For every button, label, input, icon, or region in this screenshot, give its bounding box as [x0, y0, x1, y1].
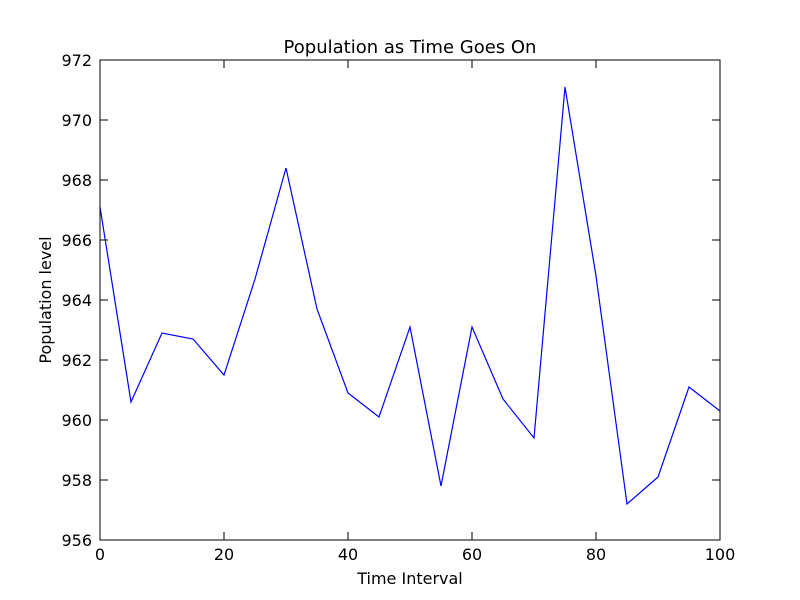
series-line-0	[99, 86, 721, 506]
x-axis-ticks: 0 20 40 60 80 100	[95, 60, 735, 564]
y-tick-label: 958	[61, 471, 92, 490]
chart-title: Population as Time Goes On	[284, 37, 537, 58]
series-lines	[99, 86, 721, 506]
x-tick-label: 60	[462, 545, 482, 564]
x-axis-label: Time Interval	[356, 569, 463, 588]
y-tick-label: 956	[61, 531, 92, 550]
y-tick-label: 966	[61, 231, 92, 250]
y-tick-label: 972	[61, 51, 92, 70]
y-tick-label: 962	[61, 351, 92, 370]
y-axis-label: Population level	[36, 236, 55, 363]
x-tick-label: 80	[586, 545, 606, 564]
plot-frame	[99, 59, 721, 541]
y-axis-ticks: 956 958 960 962 964 966 968 970 972	[61, 51, 720, 550]
x-tick-label: 100	[705, 545, 736, 564]
y-tick-label: 960	[61, 411, 92, 430]
y-tick-label: 964	[61, 291, 92, 310]
y-tick-label: 968	[61, 171, 92, 190]
x-tick-label: 20	[214, 545, 234, 564]
y-tick-label: 970	[61, 111, 92, 130]
x-tick-label: 40	[338, 545, 358, 564]
x-tick-label: 0	[95, 545, 105, 564]
